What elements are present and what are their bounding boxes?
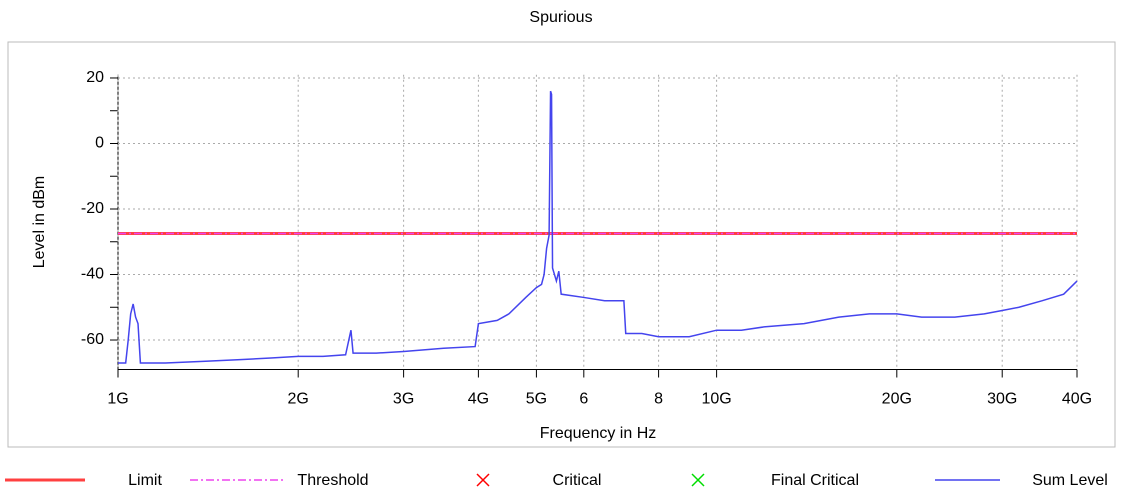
legend-label: Threshold (297, 472, 368, 489)
chart-title: Spurious (529, 9, 592, 26)
x-tick-label: 30G (987, 391, 1017, 408)
y-tick-label: -20 (81, 200, 104, 217)
y-tick-label: 0 (95, 135, 104, 152)
x-tick-label: 10G (701, 391, 731, 408)
x-tick-label: 5G (526, 391, 547, 408)
x-tick-label: 2G (288, 391, 309, 408)
legend-label: Sum Level (1032, 472, 1108, 489)
legend-marker (476, 473, 490, 487)
series-line (118, 90, 1078, 364)
y-tick-label: 20 (86, 69, 104, 86)
legend-label: Critical (553, 472, 602, 489)
x-tick-label: 20G (882, 391, 912, 408)
x-tick-label: 1G (107, 391, 128, 408)
legend-marker (691, 473, 705, 487)
x-tick-label: 8 (654, 391, 663, 408)
x-tick-label: 6 (579, 391, 588, 408)
y-tick-label: -40 (81, 266, 104, 283)
plot-frame (7, 41, 1116, 448)
y-axis-label: Level in dBm (31, 176, 48, 269)
legend-label: Final Critical (771, 472, 859, 489)
x-axis-label: Frequency in Hz (540, 425, 657, 442)
legend-label: Limit (128, 472, 162, 489)
x-tick-label: 3G (393, 391, 414, 408)
x-tick-label: 40G (1062, 391, 1092, 408)
y-tick-label: -60 (81, 331, 104, 348)
x-tick-label: 4G (468, 391, 489, 408)
